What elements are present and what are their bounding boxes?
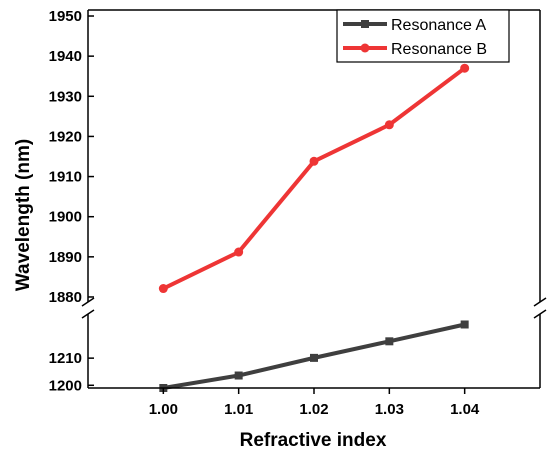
legend-box bbox=[336, 9, 510, 63]
y-tick-label: 1920 bbox=[49, 128, 82, 145]
x-axis-title: Refractive index bbox=[240, 430, 387, 451]
x-tick-label: 1.02 bbox=[299, 401, 328, 418]
data-point-circle bbox=[460, 63, 470, 73]
legend-marker-circle bbox=[360, 43, 370, 53]
x-tick-label: 1.00 bbox=[149, 401, 178, 418]
y-axis-break-mark-upper bbox=[81, 297, 95, 307]
right-axis-break-mark-upper bbox=[533, 297, 547, 307]
y-tick-label: 1210 bbox=[49, 350, 82, 367]
y-tick-label: 1910 bbox=[49, 169, 82, 186]
y-tick-label: 1930 bbox=[49, 88, 82, 105]
data-point-circle bbox=[384, 120, 394, 130]
y-tick-label: 1890 bbox=[49, 249, 82, 266]
data-point-square bbox=[234, 371, 243, 380]
data-point-square bbox=[385, 337, 394, 346]
x-tick-label: 1.03 bbox=[375, 401, 404, 418]
right-axis-break-mark-lower bbox=[533, 309, 547, 319]
data-point-circle bbox=[234, 247, 244, 257]
y-tick-label: 1200 bbox=[49, 377, 82, 394]
data-point-square bbox=[460, 320, 469, 329]
legend: Resonance A Resonance B bbox=[336, 9, 510, 63]
x-tick-label: 1.01 bbox=[224, 401, 253, 418]
y-axis-title: Wavelength (nm) bbox=[13, 139, 34, 291]
series-line-resonance-b bbox=[162, 66, 466, 291]
x-tick-label: 1.04 bbox=[450, 401, 480, 418]
axes: 1200 1210 1880 1890 1900 1910 1920 1930 1940 1950… bbox=[49, 8, 547, 418]
y-tick-label: 1880 bbox=[49, 289, 82, 306]
data-point-square bbox=[310, 353, 318, 362]
legend-label: Resonance B bbox=[391, 41, 487, 58]
data-point-circle bbox=[309, 156, 319, 166]
legend-marker-square bbox=[361, 20, 369, 28]
plot-area bbox=[158, 63, 470, 392]
legend-label: Resonance A bbox=[391, 17, 487, 34]
y-axis-break-mark-lower bbox=[81, 309, 95, 319]
y-tick-label: 1950 bbox=[49, 8, 82, 25]
y-tick-label: 1940 bbox=[49, 48, 82, 65]
y-tick-label: 1900 bbox=[49, 209, 82, 226]
data-point-circle bbox=[158, 284, 168, 294]
